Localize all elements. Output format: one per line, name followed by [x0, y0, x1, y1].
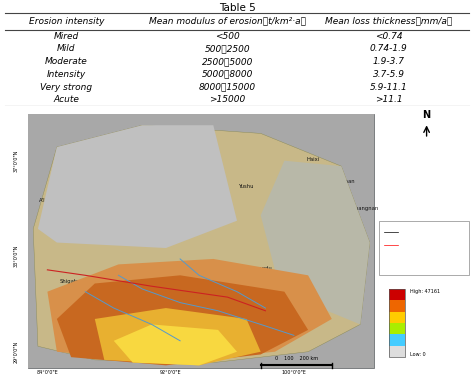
Text: 100°0'0"E: 100°0'0"E — [282, 370, 306, 374]
Polygon shape — [47, 259, 332, 363]
Text: 1.9-3.7: 1.9-3.7 — [373, 57, 405, 66]
Bar — [389, 289, 405, 357]
Text: 37°0'0"N: 37°0'0"N — [14, 149, 19, 172]
Text: >11.1: >11.1 — [375, 95, 402, 104]
Text: 5000～8000: 5000～8000 — [202, 70, 253, 79]
Text: Intensity: Intensity — [47, 70, 86, 79]
Text: N: N — [422, 110, 431, 120]
Text: 5.9-11.1: 5.9-11.1 — [370, 83, 408, 91]
Polygon shape — [95, 308, 261, 365]
Text: Erosion intensity: Erosion intensity — [28, 17, 104, 26]
Text: Prefecture-level city: Prefecture-level city — [403, 230, 447, 233]
Polygon shape — [261, 161, 370, 324]
Text: Linzhi: Linzhi — [244, 320, 259, 326]
Text: 29°0'0"N: 29°0'0"N — [14, 341, 19, 363]
Text: 84°0'0"E: 84°0'0"E — [36, 370, 58, 374]
Polygon shape — [38, 125, 237, 248]
Text: 3.7-5.9: 3.7-5.9 — [373, 70, 405, 79]
Text: (t/km²·a): (t/km²·a) — [384, 268, 403, 272]
Text: A'li: A'li — [38, 197, 47, 203]
Bar — [389, 289, 405, 300]
Polygon shape — [114, 324, 237, 365]
Bar — [389, 312, 405, 323]
Bar — [389, 334, 405, 346]
Text: Mean modulus of erosion（t/km²·a）: Mean modulus of erosion（t/km²·a） — [149, 17, 306, 26]
Polygon shape — [33, 125, 370, 363]
Text: Guoluo: Guoluo — [313, 225, 332, 230]
Text: 8000～15000: 8000～15000 — [199, 83, 256, 91]
Text: >15000: >15000 — [210, 95, 246, 104]
Text: Soil Erosion Modulus: Soil Erosion Modulus — [384, 257, 428, 261]
Text: 0.74-1.9: 0.74-1.9 — [370, 44, 408, 53]
Text: 500～2500: 500～2500 — [205, 44, 250, 53]
Bar — [389, 323, 405, 334]
Text: Haixi: Haixi — [306, 157, 319, 162]
Text: Yushu: Yushu — [239, 184, 254, 189]
Text: Changdu: Changdu — [249, 266, 273, 271]
Text: State Road: State Road — [403, 243, 427, 247]
Text: <500: <500 — [215, 31, 240, 41]
Text: Shannan: Shannan — [130, 340, 154, 345]
Text: 0    100    200 km: 0 100 200 km — [275, 356, 318, 361]
Text: Huangnan: Huangnan — [351, 206, 379, 211]
Text: Table 5: Table 5 — [219, 3, 255, 13]
Text: Very strong: Very strong — [40, 83, 92, 91]
Text: Acute: Acute — [54, 95, 79, 104]
Text: 92°0'0"E: 92°0'0"E — [160, 370, 182, 374]
Text: Low: 0: Low: 0 — [410, 352, 426, 357]
Text: Lasa: Lasa — [117, 299, 129, 304]
Text: Mild: Mild — [57, 44, 76, 53]
Text: Moderate: Moderate — [45, 57, 88, 66]
Bar — [389, 346, 405, 357]
Text: <0.74: <0.74 — [375, 31, 402, 41]
Text: Mired: Mired — [54, 31, 79, 41]
Text: Naqu: Naqu — [135, 211, 149, 216]
Bar — [28, 114, 374, 368]
Polygon shape — [57, 275, 308, 365]
Text: 33°0'0"N: 33°0'0"N — [14, 245, 19, 268]
Bar — [379, 221, 469, 275]
Text: Hainan: Hainan — [337, 179, 356, 183]
Polygon shape — [28, 114, 374, 368]
Bar — [389, 300, 405, 312]
Text: High: 47161: High: 47161 — [410, 289, 440, 294]
Text: 2500～5000: 2500～5000 — [202, 57, 253, 66]
Text: Mean loss thickness（mm/a）: Mean loss thickness（mm/a） — [325, 17, 452, 26]
Text: Shigatse: Shigatse — [60, 279, 82, 285]
